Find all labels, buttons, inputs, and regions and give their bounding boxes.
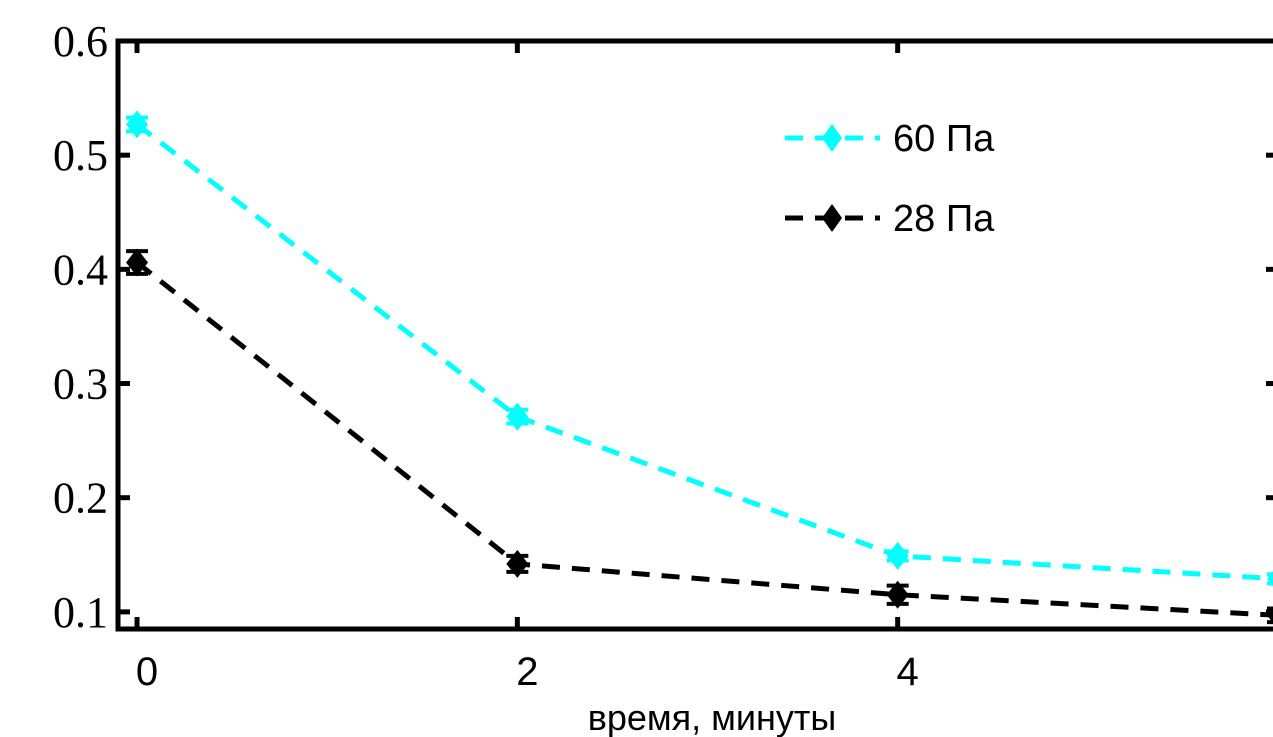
legend-label: 28 Па [893,198,995,240]
x-tick-label: 2 [516,650,538,694]
y-tick-label: 0.6 [53,17,108,66]
y-tick-label: 0.1 [53,588,108,637]
legend-entry: 28 Па [785,198,995,240]
series-line [135,260,1273,618]
x-tick-label: 0 [136,650,158,694]
data-point [506,549,529,578]
y-tick-label: 0.5 [53,131,108,180]
x-tick-label: 4 [897,650,919,694]
y-tick-label: 0.3 [53,360,108,409]
plot-frame [115,38,1273,632]
data-point [126,248,149,277]
data-point [1267,607,1273,623]
data-point [886,580,909,609]
legend-marker [822,124,842,152]
legend-label: 60 Па [893,118,995,160]
legend-entry: 60 Па [785,118,995,160]
y-tick-label: 0.2 [53,474,108,523]
legend-marker [822,204,842,232]
data-point [126,110,149,139]
legend: 60 Па 28 Па [785,118,995,240]
series-0 [126,110,1273,587]
y-tick-label: 0.4 [53,245,108,294]
data-point [506,402,529,431]
x-axis-label: время, минуты [588,697,837,737]
series-line [135,122,1273,581]
series-layer [126,110,1273,625]
data-point [1267,571,1273,587]
series-1 [126,248,1273,625]
data-point [886,541,909,570]
